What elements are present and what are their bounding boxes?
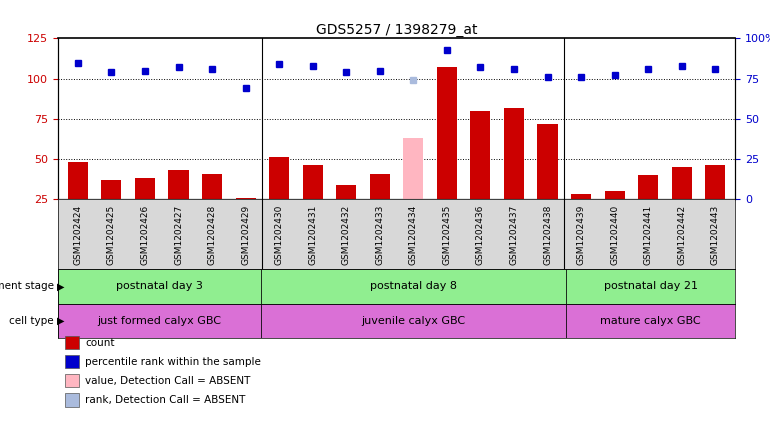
Text: GSM1202442: GSM1202442 bbox=[677, 205, 686, 265]
Bar bbox=[537, 124, 557, 199]
Text: postnatal day 8: postnatal day 8 bbox=[370, 281, 457, 291]
Bar bbox=[437, 67, 457, 199]
Text: GSM1202436: GSM1202436 bbox=[476, 205, 485, 265]
Bar bbox=[671, 167, 691, 199]
Text: GSM1202433: GSM1202433 bbox=[375, 205, 384, 265]
Bar bbox=[261, 304, 566, 338]
Text: GSM1202438: GSM1202438 bbox=[543, 205, 552, 265]
Text: development stage: development stage bbox=[0, 281, 54, 291]
Bar bbox=[604, 191, 624, 199]
Text: GSM1202441: GSM1202441 bbox=[644, 205, 653, 265]
Text: GSM1202426: GSM1202426 bbox=[140, 205, 149, 265]
Bar bbox=[58, 304, 261, 338]
Bar bbox=[403, 138, 424, 199]
Bar bbox=[236, 198, 256, 199]
Text: postnatal day 3: postnatal day 3 bbox=[116, 281, 203, 291]
Text: GSM1202425: GSM1202425 bbox=[107, 205, 116, 265]
Text: count: count bbox=[85, 338, 115, 348]
Text: GSM1202427: GSM1202427 bbox=[174, 205, 183, 265]
Text: juvenile calyx GBC: juvenile calyx GBC bbox=[361, 316, 466, 326]
Text: GSM1202424: GSM1202424 bbox=[73, 205, 82, 265]
Text: percentile rank within the sample: percentile rank within the sample bbox=[85, 357, 261, 367]
Bar bbox=[566, 304, 735, 338]
Bar bbox=[566, 269, 735, 304]
Bar bbox=[68, 162, 88, 199]
Text: GSM1202437: GSM1202437 bbox=[510, 205, 518, 265]
Bar bbox=[638, 175, 658, 199]
Text: value, Detection Call = ABSENT: value, Detection Call = ABSENT bbox=[85, 376, 251, 386]
Text: ▶: ▶ bbox=[57, 316, 65, 326]
Bar bbox=[102, 180, 122, 199]
Bar bbox=[135, 179, 155, 199]
Bar bbox=[571, 195, 591, 199]
Bar bbox=[58, 269, 261, 304]
Text: just formed calyx GBC: just formed calyx GBC bbox=[97, 316, 222, 326]
Bar bbox=[261, 269, 566, 304]
Text: GSM1202430: GSM1202430 bbox=[275, 205, 283, 265]
Bar bbox=[504, 107, 524, 199]
Text: rank, Detection Call = ABSENT: rank, Detection Call = ABSENT bbox=[85, 395, 246, 405]
Text: mature calyx GBC: mature calyx GBC bbox=[601, 316, 701, 326]
Text: postnatal day 21: postnatal day 21 bbox=[604, 281, 698, 291]
Text: GSM1202440: GSM1202440 bbox=[610, 205, 619, 265]
Text: GSM1202443: GSM1202443 bbox=[711, 205, 720, 265]
Text: ▶: ▶ bbox=[57, 281, 65, 291]
Text: GSM1202431: GSM1202431 bbox=[308, 205, 317, 265]
Title: GDS5257 / 1398279_at: GDS5257 / 1398279_at bbox=[316, 23, 477, 38]
Bar bbox=[202, 173, 222, 199]
Bar bbox=[169, 170, 189, 199]
Text: GSM1202439: GSM1202439 bbox=[577, 205, 585, 265]
Bar bbox=[336, 185, 357, 199]
Bar bbox=[269, 157, 290, 199]
Bar bbox=[705, 165, 725, 199]
Text: cell type: cell type bbox=[9, 316, 54, 326]
Text: GSM1202428: GSM1202428 bbox=[208, 205, 216, 265]
Text: GSM1202434: GSM1202434 bbox=[409, 205, 418, 265]
Text: GSM1202435: GSM1202435 bbox=[443, 205, 451, 265]
Bar bbox=[370, 173, 390, 199]
Text: GSM1202432: GSM1202432 bbox=[342, 205, 350, 265]
Text: GSM1202429: GSM1202429 bbox=[241, 205, 250, 265]
Bar bbox=[303, 165, 323, 199]
Bar bbox=[470, 111, 490, 199]
